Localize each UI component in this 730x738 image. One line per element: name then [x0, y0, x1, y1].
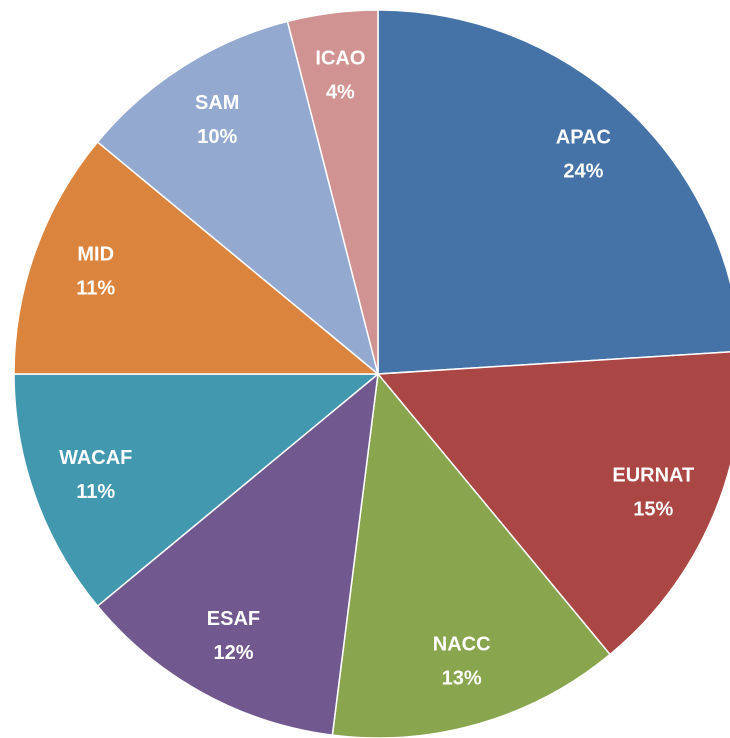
slice-label: ESAF — [207, 608, 260, 630]
value-label: 10% — [197, 126, 237, 148]
value-label: 11% — [76, 278, 115, 300]
value-label: 11% — [76, 481, 115, 503]
slice-label: EURNAT — [612, 464, 694, 486]
value-label: 15% — [633, 498, 673, 520]
pie-slice — [13, 373, 381, 608]
slice-label: SAM — [195, 92, 239, 114]
pie-slice — [376, 351, 730, 656]
slice-label: WACAF — [59, 447, 132, 469]
value-label: 12% — [213, 642, 253, 664]
value-label: 4% — [326, 82, 355, 104]
slice-label: MID — [77, 244, 114, 266]
pie-slice — [13, 140, 381, 375]
slice-label: APAC — [556, 127, 611, 149]
slice-label: NACC — [433, 633, 491, 655]
slice-label: ICAO — [315, 48, 365, 70]
pie-slice — [377, 9, 730, 375]
pie-slice — [96, 372, 379, 736]
pie-slice — [96, 20, 380, 377]
pie-slice — [286, 9, 379, 375]
value-label: 24% — [563, 161, 603, 183]
value-label: 13% — [442, 667, 482, 689]
